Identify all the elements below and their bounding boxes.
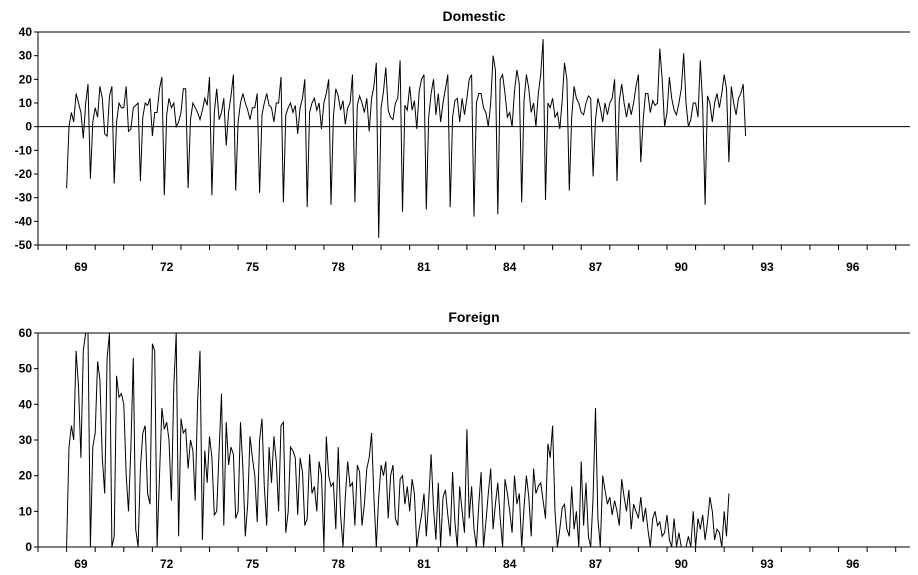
y-tick-label: 20 (19, 72, 33, 86)
y-tick-label: 40 (19, 25, 33, 39)
x-tick-label: 96 (846, 557, 860, 571)
domestic-chart: Domestic 40 30 20 10 0 -10 -20 -30 -40 -50 69 72 75 78… (15, 8, 910, 274)
x-tick-label: 75 (246, 557, 260, 571)
x-tick-label: 78 (332, 260, 346, 274)
y-tick-label: 50 (19, 362, 33, 376)
x-tick-label: 90 (675, 557, 689, 571)
x-tick-label: 84 (503, 260, 517, 274)
x-tick-label: 87 (589, 260, 603, 274)
x-tick-label: 81 (417, 260, 431, 274)
x-tick-label: 93 (760, 557, 774, 571)
x-tick-label: 69 (74, 557, 88, 571)
x-tick-label: 93 (760, 260, 774, 274)
x-tick-label: 75 (246, 260, 260, 274)
series-line (66, 39, 747, 238)
y-tick-label: 10 (19, 504, 33, 518)
y-tick-label: 0 (25, 120, 32, 134)
y-tick-label: 30 (19, 49, 33, 63)
y-tick-label: -10 (15, 143, 33, 157)
x-tick-label: 72 (160, 260, 174, 274)
x-tick-label: 78 (332, 557, 346, 571)
x-tick-label: 81 (417, 557, 431, 571)
y-tick-label: -40 (15, 214, 33, 228)
x-tick-label: 87 (589, 557, 603, 571)
y-tick-label: -20 (15, 167, 33, 181)
y-tick-label: 0 (25, 540, 32, 554)
y-tick-label: -30 (15, 191, 33, 205)
foreign-chart: Foreign 60 50 40 30 20 10 0 69 72 75 78 81 84 87 90 93 96 (19, 309, 910, 571)
x-tick-label: 84 (503, 557, 517, 571)
chart-title: Foreign (448, 309, 499, 325)
y-tick-label: 30 (19, 433, 33, 447)
y-tick-label: 20 (19, 469, 33, 483)
y-tick-label: 60 (19, 326, 33, 340)
x-tick-label: 72 (160, 557, 174, 571)
y-tick-label: -50 (15, 238, 33, 252)
chart-title: Domestic (442, 8, 505, 24)
y-tick-label: 40 (19, 397, 33, 411)
x-tick-label: 96 (846, 260, 860, 274)
y-tick-label: 10 (19, 96, 33, 110)
x-tick-label: 90 (675, 260, 689, 274)
series-line (66, 332, 730, 548)
x-tick-label: 69 (74, 260, 88, 274)
